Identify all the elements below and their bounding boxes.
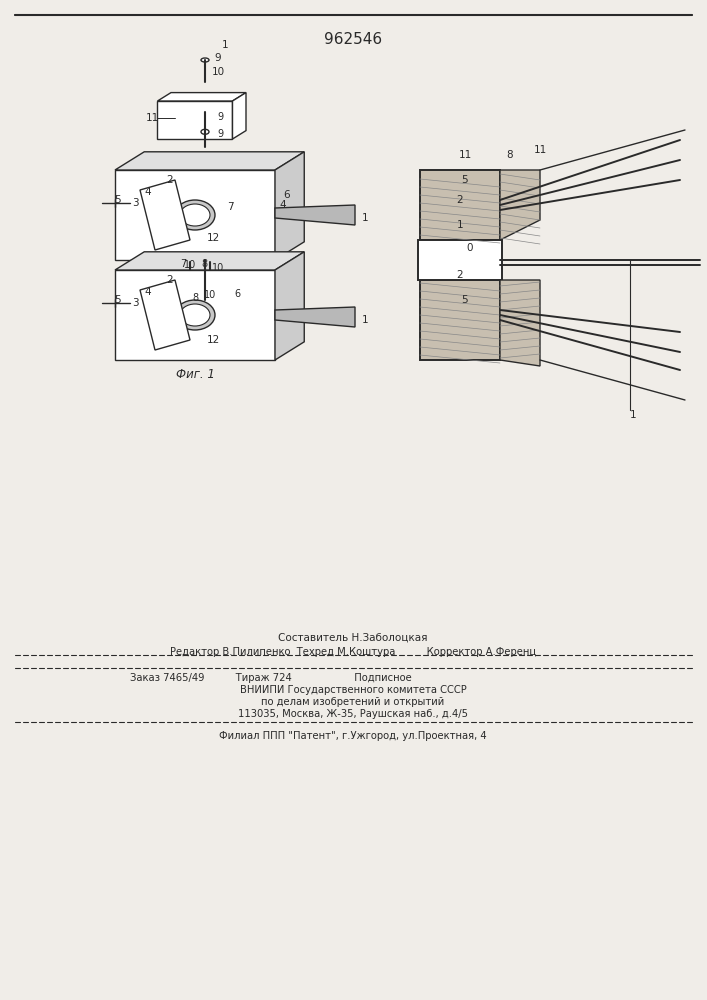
Text: 3: 3 <box>132 298 139 308</box>
Text: 9: 9 <box>217 112 223 122</box>
Text: 1: 1 <box>457 220 463 230</box>
Text: Фиг. 1: Фиг. 1 <box>175 368 214 381</box>
Polygon shape <box>233 93 246 139</box>
Text: 7: 7 <box>227 202 233 212</box>
Polygon shape <box>418 240 502 280</box>
Text: 11: 11 <box>146 113 158 123</box>
Text: 2: 2 <box>457 270 463 280</box>
Text: 4: 4 <box>145 187 151 197</box>
Polygon shape <box>140 280 190 350</box>
Text: 8: 8 <box>201 259 207 269</box>
Text: 6: 6 <box>234 289 240 299</box>
Text: 11: 11 <box>533 145 547 155</box>
Ellipse shape <box>175 200 215 230</box>
Polygon shape <box>275 307 355 327</box>
Text: 5: 5 <box>462 295 468 305</box>
Text: 1: 1 <box>630 410 636 420</box>
Text: 10: 10 <box>212 263 224 273</box>
Polygon shape <box>158 101 233 139</box>
Text: 1: 1 <box>222 40 228 50</box>
Polygon shape <box>275 205 355 225</box>
Text: 4: 4 <box>280 200 286 210</box>
Ellipse shape <box>175 300 215 330</box>
Text: 3: 3 <box>132 198 139 208</box>
Ellipse shape <box>201 277 209 282</box>
Text: 11: 11 <box>458 150 472 160</box>
Polygon shape <box>420 170 500 240</box>
Text: по делам изобретений и открытий: по делам изобретений и открытий <box>262 697 445 707</box>
Polygon shape <box>115 252 304 270</box>
Text: 5: 5 <box>462 175 468 185</box>
Text: 7: 7 <box>180 259 186 269</box>
Text: Филиал ППП "Патент", г.Ужгород, ул.Проектная, 4: Филиал ППП "Патент", г.Ужгород, ул.Проек… <box>219 731 487 741</box>
Text: 4: 4 <box>145 287 151 297</box>
Polygon shape <box>140 180 190 250</box>
Text: 9: 9 <box>215 53 221 63</box>
Text: 2: 2 <box>167 175 173 185</box>
Text: 10: 10 <box>204 290 216 300</box>
Text: 1: 1 <box>362 315 368 325</box>
Text: 6: 6 <box>284 190 291 200</box>
Text: 8: 8 <box>507 150 513 160</box>
Polygon shape <box>420 280 500 360</box>
Text: 113035, Москва, Ж-35, Раушская наб., д.4/5: 113035, Москва, Ж-35, Раушская наб., д.4… <box>238 709 468 719</box>
Text: 12: 12 <box>206 335 220 345</box>
Text: 5: 5 <box>115 195 122 205</box>
Text: 8: 8 <box>192 293 198 303</box>
Polygon shape <box>115 152 304 170</box>
Polygon shape <box>115 170 275 260</box>
Text: 10: 10 <box>211 67 225 77</box>
Polygon shape <box>275 152 304 260</box>
Text: 9: 9 <box>217 129 223 139</box>
Text: 0: 0 <box>467 243 473 253</box>
Text: Заказ 7465/49          Тираж 724                    Подписное: Заказ 7465/49 Тираж 724 Подписное <box>130 673 411 683</box>
Text: 2: 2 <box>457 195 463 205</box>
Text: 5: 5 <box>115 295 122 305</box>
Polygon shape <box>500 170 540 240</box>
Polygon shape <box>158 93 246 101</box>
Text: 10: 10 <box>184 260 196 270</box>
Text: 12: 12 <box>206 233 220 243</box>
Text: 962546: 962546 <box>324 32 382 47</box>
Polygon shape <box>275 252 304 360</box>
Text: 1: 1 <box>362 213 368 223</box>
Text: ВНИИПИ Государственного комитета СССР: ВНИИПИ Государственного комитета СССР <box>240 685 467 695</box>
Ellipse shape <box>201 58 209 62</box>
Polygon shape <box>500 280 540 366</box>
Ellipse shape <box>180 204 210 226</box>
Polygon shape <box>115 270 275 360</box>
Text: 2: 2 <box>167 275 173 285</box>
Text: Составитель Н.Заболоцкая: Составитель Н.Заболоцкая <box>279 633 428 643</box>
Text: Редактор В.Пилипенко  Техред М.Коштура          Корректор А.Ференц: Редактор В.Пилипенко Техред М.Коштура Ко… <box>170 647 536 657</box>
Ellipse shape <box>180 304 210 326</box>
Ellipse shape <box>201 129 209 134</box>
